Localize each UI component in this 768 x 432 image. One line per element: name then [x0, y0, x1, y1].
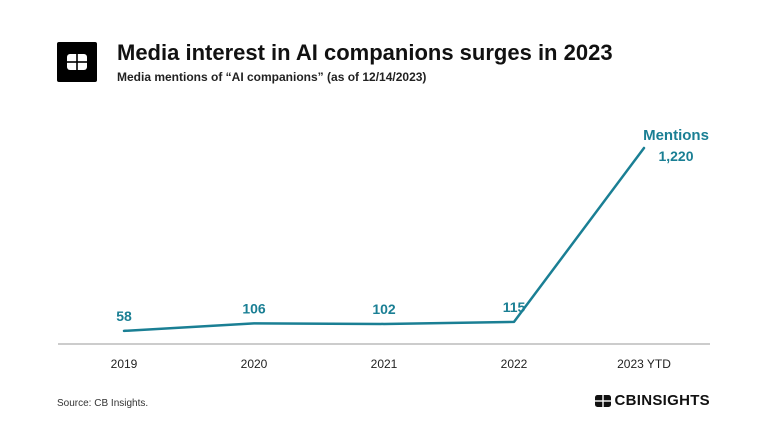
chart-subtitle: Media mentions of “AI companions” (as of…	[117, 70, 427, 84]
x-tick-label: 2022	[501, 357, 528, 371]
data-label: 58	[116, 308, 132, 324]
cb-mark-icon	[595, 394, 612, 407]
x-tick-label: 2023 YTD	[617, 357, 671, 371]
x-tick-label: 2021	[371, 357, 398, 371]
series-name-label: Mentions	[643, 127, 709, 144]
data-label: 106	[242, 300, 266, 316]
chart-title: Media interest in AI companions surges i…	[117, 40, 613, 65]
data-label: 115	[503, 299, 526, 315]
brand-footer: CBINSIGHTS	[595, 392, 710, 409]
data-label: 102	[372, 301, 396, 317]
brand-wordmark: CBINSIGHTS	[614, 392, 710, 409]
cb-insights-logo	[57, 42, 97, 82]
x-tick-label: 2019	[111, 357, 138, 371]
source-note: Source: CB Insights.	[57, 398, 149, 409]
data-label: 1,220	[658, 148, 693, 164]
x-tick-label: 2020	[241, 357, 268, 371]
